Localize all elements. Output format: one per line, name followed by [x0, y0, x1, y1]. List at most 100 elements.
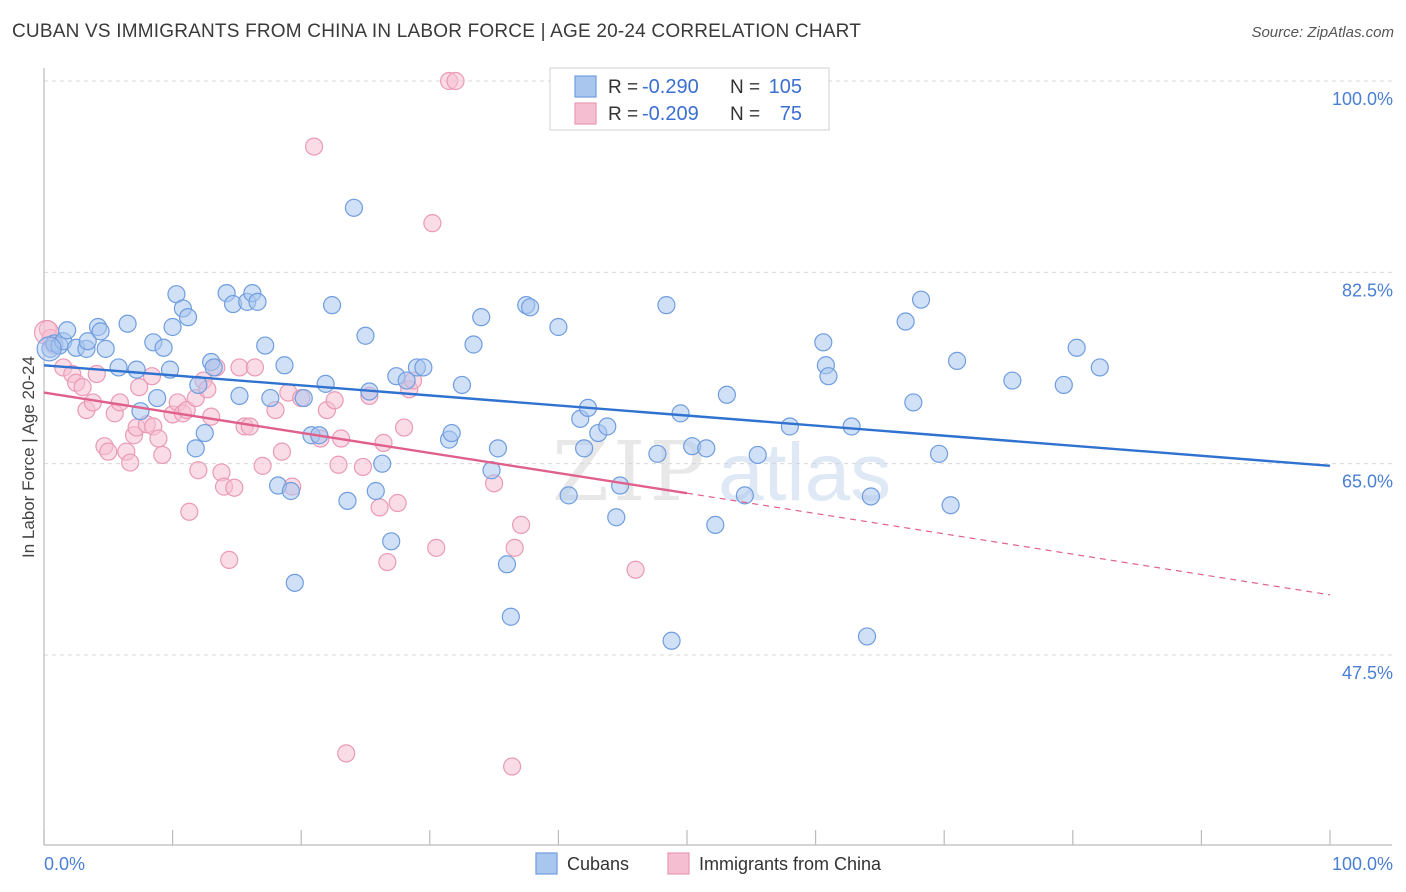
china-point-52 — [325, 391, 344, 410]
china-point-22 — [149, 429, 168, 448]
bottom-legend-label-cubans: Cubans — [567, 854, 629, 874]
cuban-point-45 — [338, 491, 357, 510]
cuban-point-92 — [861, 487, 880, 506]
cuban-point-98 — [947, 351, 967, 370]
cuban-point-100 — [1054, 375, 1073, 395]
cuban-point-27 — [204, 358, 223, 377]
cuban-point-cluster — [36, 336, 62, 362]
china-point-30 — [189, 461, 208, 480]
cuban-point-9 — [91, 322, 110, 341]
cuban-point-43 — [316, 374, 335, 393]
trend-layer — [43, 364, 1331, 596]
cuban-point-94 — [904, 393, 923, 412]
bottom-legend-label-china: Immigrants from China — [699, 854, 882, 874]
legend-n-label-cubans: N = — [730, 77, 760, 98]
x-tick-labels: 0.0% 100.0% — [44, 854, 1393, 874]
cuban-point-23 — [186, 439, 205, 458]
cuban-point-95 — [911, 290, 931, 309]
legend-n-label-china: N = — [730, 104, 760, 125]
cuban-point-99 — [1003, 371, 1022, 390]
legend-r-label-cubans: R = — [608, 77, 638, 98]
china-point-11 — [99, 442, 118, 461]
cuban-point-97 — [941, 496, 960, 515]
cuban-point-55 — [414, 358, 433, 377]
y-tick-label-1: 65.0% — [1342, 472, 1393, 492]
axis-layer — [43, 68, 1392, 846]
cuban-point-76 — [648, 444, 667, 463]
china-point-60 — [378, 552, 397, 572]
cuban-point-16 — [148, 388, 167, 408]
cuban-point-33 — [248, 292, 267, 311]
cuban-point-102 — [1090, 358, 1109, 377]
cuban-point-59 — [464, 335, 483, 354]
top-legend: R = -0.290 N = 105 R = -0.209 N = 75 — [549, 67, 830, 131]
y-axis-label: In Labor Force | Age 20-24 — [19, 356, 38, 558]
cuban-point-50 — [373, 454, 392, 473]
cuban-point-66 — [521, 298, 540, 317]
cuban-point-40 — [294, 388, 313, 408]
china-point-53 — [329, 455, 348, 474]
china-point-20 — [142, 367, 162, 386]
cuban-point-35 — [261, 388, 280, 408]
china-point-70 — [503, 757, 522, 776]
chart-title: CUBAN VS IMMIGRANTS FROM CHINA IN LABOR … — [12, 21, 862, 42]
chart-source: Source: ZipAtlas.com — [1251, 24, 1394, 41]
china-point-43 — [253, 456, 272, 475]
cuban-point-13 — [127, 360, 146, 379]
legend-swatch-china — [574, 102, 597, 125]
legend-swatch-cubans — [574, 75, 597, 98]
legend-n-value-cubans: 105 — [769, 76, 802, 98]
cuban-point-44 — [322, 296, 342, 315]
cuban-point-30 — [230, 386, 249, 405]
cuban-point-60 — [472, 308, 491, 327]
cuban-point-85 — [748, 445, 767, 465]
cuban-point-75 — [611, 476, 630, 495]
china-point-18 — [130, 378, 149, 397]
china-point-59 — [374, 433, 393, 452]
cuban-point-81 — [697, 439, 716, 458]
cuban-point-37 — [275, 356, 294, 375]
cuban-point-25 — [195, 423, 214, 443]
cuban-point-68 — [559, 486, 578, 505]
china-point-65 — [423, 214, 442, 233]
cuban-point-57 — [442, 423, 461, 443]
cuban-point-53 — [397, 371, 416, 390]
y-tick-labels: 47.5% 65.0% 82.5% 100.0% — [1332, 89, 1393, 683]
cuban-point-84 — [735, 486, 754, 505]
china-point-61 — [388, 493, 407, 513]
china-point-72 — [512, 515, 531, 534]
x-tick-label-0: 0.0% — [44, 854, 85, 874]
legend-r-value-china: -0.209 — [642, 103, 699, 125]
legend-r-label-china: R = — [608, 104, 638, 125]
cuban-point-4 — [58, 321, 77, 340]
china-point-73 — [626, 560, 645, 579]
cuban-point-74 — [607, 508, 626, 527]
cuban-point-87 — [814, 333, 833, 352]
china-point-6 — [73, 378, 92, 397]
y-tick-label-3: 100.0% — [1332, 89, 1393, 109]
china-points-layer — [33, 71, 645, 776]
china-point-15 — [121, 453, 140, 472]
cuban-point-83 — [717, 385, 736, 404]
bottom-legend-swatch-china — [667, 852, 690, 875]
cuban-point-38 — [281, 481, 301, 501]
china-point-56 — [353, 457, 373, 477]
cuban-point-89 — [819, 367, 838, 386]
cuban-point-46 — [344, 198, 364, 217]
x-tick-label-1: 100.0% — [1332, 854, 1393, 874]
cuban-point-79 — [671, 404, 690, 423]
cuban-point-14 — [131, 402, 150, 421]
china-trend-extension — [686, 492, 1331, 596]
china-point-45 — [272, 442, 292, 461]
cuban-point-62 — [488, 439, 508, 458]
cuban-point-96 — [929, 444, 949, 463]
legend-r-value-cubans: -0.290 — [642, 76, 699, 98]
cuban-point-19 — [163, 317, 182, 337]
cuban-point-47 — [356, 326, 375, 345]
watermark: ZIP atlas — [552, 425, 891, 520]
cuban-point-10 — [96, 339, 115, 358]
china-point-62 — [394, 418, 414, 437]
cuban-point-77 — [657, 296, 676, 315]
cuban-point-58 — [452, 375, 472, 395]
